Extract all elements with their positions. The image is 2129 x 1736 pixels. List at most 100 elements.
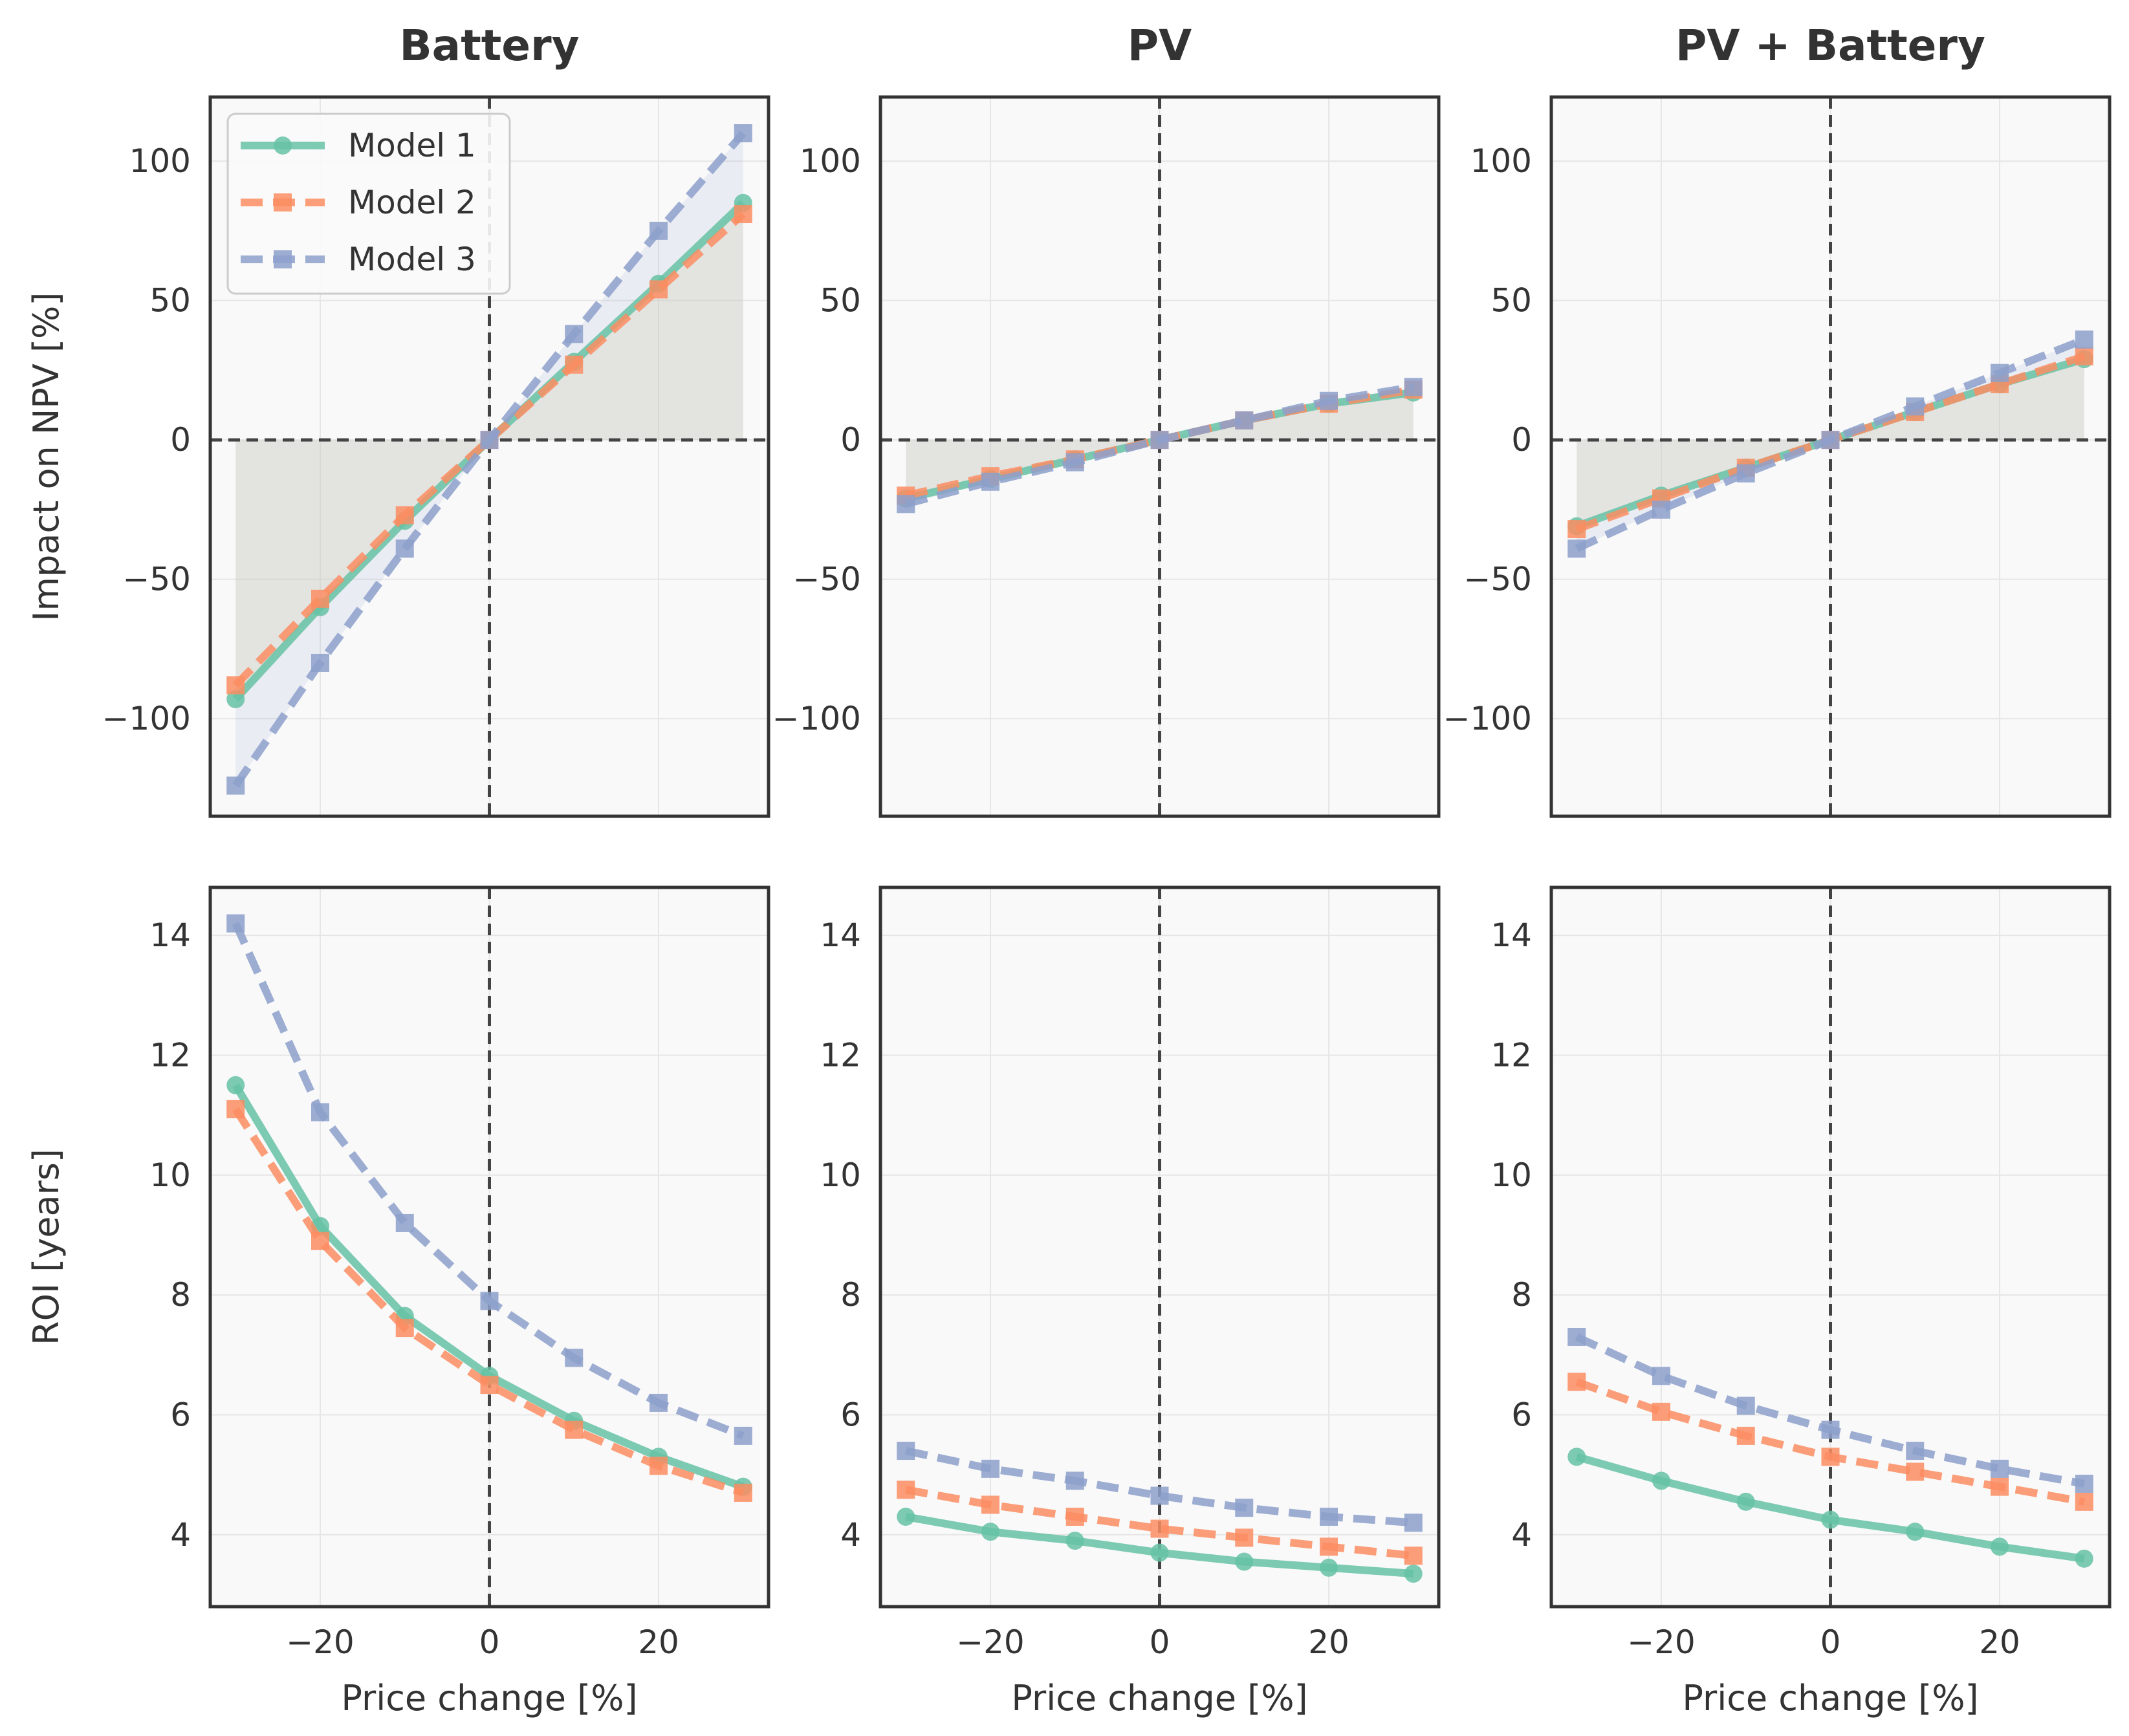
x-tick-label: −20	[956, 1623, 1025, 1661]
panel-npv-2: −100 −50 0 50 100 PV	[772, 21, 1441, 818]
y-tick-label: 0	[1511, 421, 1532, 459]
data-point-model-2	[734, 1483, 752, 1502]
y-tick-label: 12	[820, 1036, 861, 1074]
data-point-model-3	[1567, 1328, 1586, 1346]
legend-label-model-1: Model 1	[348, 127, 476, 164]
legend-marker-model-2	[274, 193, 292, 212]
data-point-model-3	[1991, 363, 2009, 382]
y-tick-label: −100	[772, 700, 861, 737]
legend: Model 1 Model 2 Model 3	[226, 113, 511, 295]
axes-frame	[879, 95, 1441, 818]
data-point-model-1	[1736, 1492, 1755, 1511]
x-tick-label: 0	[1820, 1623, 1841, 1661]
y-tick-label: 12	[149, 1036, 191, 1074]
y-tick-label: 100	[1470, 142, 1532, 180]
y-tick-label: 0	[170, 421, 191, 459]
x-tick-label: −20	[286, 1623, 355, 1661]
shaded-area-model-1	[906, 392, 1414, 499]
data-point-model-3	[565, 325, 584, 343]
y-tick-label: 50	[1490, 282, 1532, 320]
data-point-model-1	[226, 689, 245, 708]
data-point-model-2	[1567, 520, 1586, 539]
y-tick-label: 14	[149, 917, 191, 954]
data-point-model-3	[1320, 1508, 1338, 1526]
data-point-model-2	[311, 1231, 329, 1250]
y-axis-label: Impact on NPV [%]	[26, 292, 67, 622]
axes-frame	[879, 885, 1441, 1609]
data-point-model-3	[1320, 391, 1338, 410]
data-point-model-2	[565, 355, 584, 374]
data-point-model-3	[1235, 1499, 1254, 1517]
data-point-model-2	[1567, 1373, 1586, 1391]
data-point-model-3	[981, 472, 999, 491]
x-tick-label: 0	[479, 1623, 500, 1661]
y-tick-label: 10	[149, 1156, 191, 1194]
data-point-model-3	[650, 221, 668, 240]
data-point-model-3	[1150, 431, 1169, 450]
data-point-model-2	[734, 205, 752, 224]
y-axis-label: ROI [years]	[26, 1149, 67, 1345]
data-point-model-3	[1906, 1442, 1925, 1460]
y-tick-label: −100	[102, 700, 191, 737]
data-point-model-3	[1991, 1459, 2009, 1478]
data-point-model-3	[734, 124, 752, 143]
x-tick-label: 20	[638, 1623, 679, 1661]
data-point-model-3	[1821, 1420, 1840, 1439]
shaded-band-model-3	[235, 133, 743, 786]
data-point-model-2	[1235, 1528, 1254, 1547]
data-point-model-1	[1567, 1448, 1586, 1466]
data-point-model-1	[1404, 1565, 1423, 1583]
panel-title: Battery	[399, 21, 579, 71]
y-tick-label: 6	[1511, 1396, 1532, 1433]
data-point-model-1	[1150, 1543, 1169, 1562]
data-point-model-3	[395, 1213, 414, 1232]
data-point-model-3	[395, 539, 414, 558]
y-tick-label: 8	[170, 1276, 191, 1314]
data-point-model-3	[1065, 453, 1084, 472]
data-point-model-1	[226, 1076, 245, 1094]
data-point-model-2	[480, 1376, 499, 1394]
data-point-model-3	[311, 653, 329, 672]
data-point-model-1	[2075, 1549, 2093, 1568]
y-tick-label: −50	[122, 561, 191, 598]
data-point-model-1	[897, 1508, 915, 1526]
y-tick-label: 12	[1490, 1036, 1532, 1074]
data-point-model-3	[897, 1442, 915, 1460]
data-point-model-3	[1235, 411, 1254, 429]
y-tick-label: 6	[840, 1396, 861, 1433]
data-point-model-3	[1652, 500, 1670, 519]
data-point-model-3	[1404, 378, 1423, 396]
data-point-model-2	[1906, 1462, 1925, 1481]
data-point-model-3	[1567, 539, 1586, 558]
data-point-model-2	[1320, 1537, 1338, 1556]
data-point-model-3	[650, 1393, 668, 1412]
legend-marker-model-1	[274, 136, 292, 155]
panel-npv-3: −100 −50 0 50 100 PV + Battery	[1443, 21, 2112, 818]
data-point-model-2	[395, 506, 414, 525]
data-point-model-3	[480, 431, 499, 450]
y-tick-label: −100	[1443, 700, 1532, 737]
shaded-band-model-3	[1577, 339, 2084, 549]
data-point-model-1	[1235, 1552, 1254, 1571]
axes-frame	[208, 885, 770, 1609]
y-tick-label: 10	[820, 1156, 861, 1194]
data-point-model-2	[565, 1420, 584, 1439]
data-point-model-3	[565, 1349, 584, 1367]
axes-frame	[1549, 885, 2112, 1609]
y-tick-label: 4	[1511, 1516, 1532, 1554]
data-point-model-3	[226, 914, 245, 933]
y-tick-label: 4	[170, 1516, 191, 1554]
y-tick-label: 8	[840, 1276, 861, 1314]
y-tick-label: −50	[1463, 561, 1532, 598]
y-tick-label: 14	[820, 917, 861, 954]
data-point-model-1	[1065, 1532, 1084, 1550]
data-point-model-2	[226, 1100, 245, 1118]
x-axis-label: Price change [%]	[341, 1678, 637, 1719]
legend-label-model-2: Model 2	[348, 184, 476, 221]
data-point-model-2	[1150, 1519, 1169, 1538]
data-point-model-3	[2075, 1475, 2093, 1493]
data-point-model-2	[1991, 1477, 2009, 1496]
data-point-model-3	[1821, 431, 1840, 450]
y-tick-label: 14	[1490, 917, 1532, 954]
